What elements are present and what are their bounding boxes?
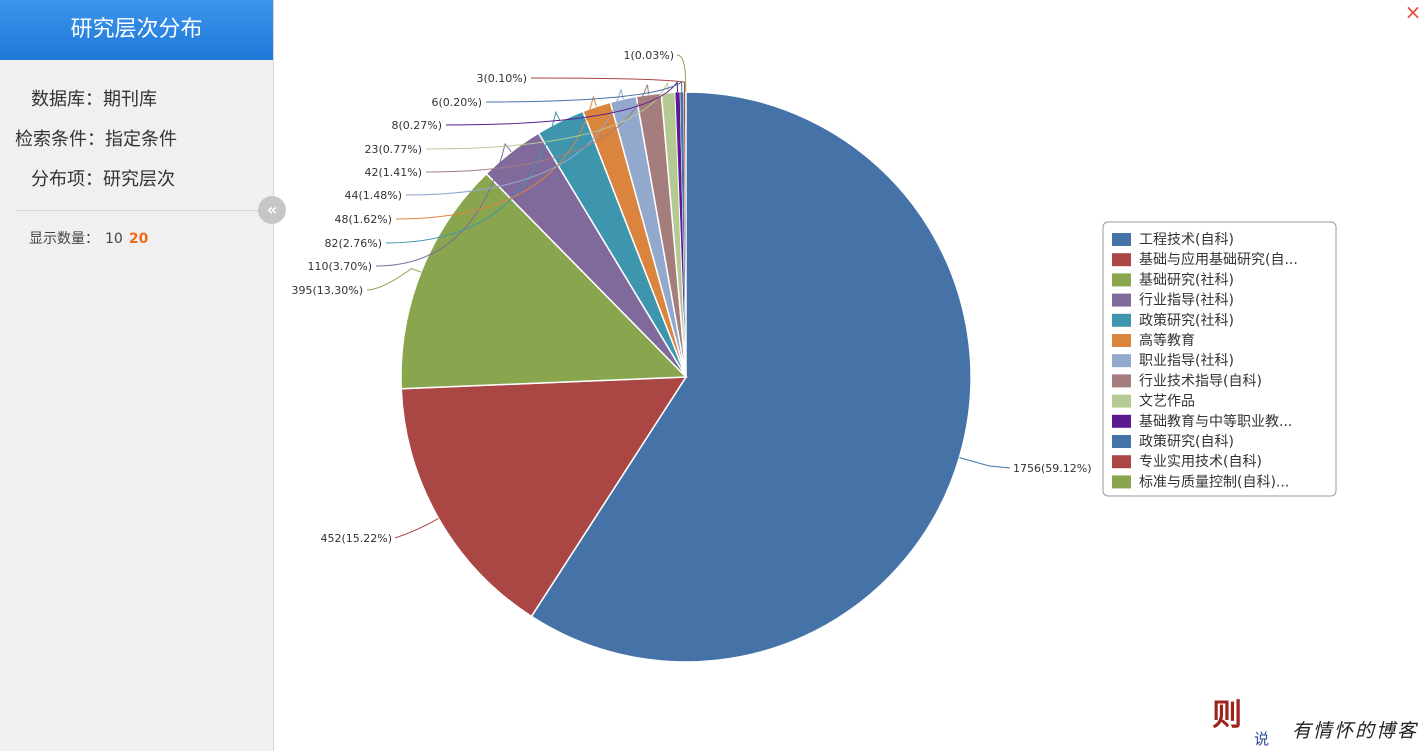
display-count-label: 显示数量：: [29, 231, 99, 247]
watermark-logo: 则: [1212, 698, 1242, 733]
label-leader-11: [485, 81, 683, 103]
pie-slices: [400, 91, 972, 663]
legend-swatch-1[interactable]: [1112, 233, 1131, 246]
label-leader-7: [405, 89, 624, 196]
label-leader-13: [676, 54, 687, 93]
legend-item-2[interactable]: 基础与应用基础研究(自...: [1139, 251, 1298, 268]
legend-item-6[interactable]: 高等教育: [1139, 332, 1195, 349]
data-label-13: 1(0.03%): [623, 49, 674, 62]
legend-swatch-4[interactable]: [1112, 293, 1131, 307]
pie-slice-3[interactable]: [400, 172, 688, 390]
legend-item-1[interactable]: 工程技术(自科): [1139, 232, 1234, 248]
pie-label-leaders: [366, 54, 1011, 539]
collapse-sidebar-button[interactable]: «: [258, 196, 286, 224]
legend-swatch-12[interactable]: [1112, 455, 1131, 469]
legend-swatch-2[interactable]: [1112, 253, 1131, 267]
label-leader-6: [395, 95, 597, 220]
legend-item-8[interactable]: 行业技术指导(自科): [1139, 373, 1262, 389]
data-label-6: 48(1.62%): [334, 213, 392, 226]
legend-swatch-6[interactable]: [1112, 334, 1131, 347]
close-icon[interactable]: ×: [1404, 0, 1422, 24]
watermark-logo-small: 说: [1254, 730, 1270, 748]
legend-box: [1102, 221, 1337, 497]
label-leader-2: [394, 518, 439, 539]
legend-item-5[interactable]: 政策研究(社科): [1139, 312, 1234, 329]
legend-item-10[interactable]: 基础教育与中等职业教...: [1139, 413, 1292, 430]
database-value: 期刊库: [103, 89, 157, 110]
data-label-10: 8(0.27%): [391, 119, 442, 132]
legend-item-12[interactable]: 专业实用技术(自科): [1139, 454, 1262, 470]
database-row: 数据库：期刊库: [31, 85, 157, 111]
condition-row: 检索条件：指定条件: [15, 125, 177, 151]
data-label-9: 23(0.77%): [364, 143, 422, 156]
legend-item-11[interactable]: 政策研究(自科): [1139, 433, 1234, 450]
legend-swatch-13[interactable]: [1112, 475, 1131, 489]
legend-item-7[interactable]: 职业指导(社科): [1139, 353, 1234, 369]
sidebar: 研究层次分布 数据库：期刊库 检索条件：指定条件 分布项：研究层次 显示数量： 1…: [0, 0, 274, 751]
label-leader-10: [445, 80, 679, 126]
count-option-20[interactable]: 20: [128, 231, 149, 247]
watermark-tagline: 有情怀的博客: [1292, 720, 1419, 742]
field-value: 研究层次: [103, 169, 175, 190]
legend-swatch-3[interactable]: [1112, 273, 1131, 287]
divider: [16, 210, 266, 211]
label-leader-5: [385, 110, 561, 244]
field-row: 分布项：研究层次: [31, 165, 175, 191]
legend-item-13[interactable]: 标准与质量控制(自科)...: [1139, 474, 1289, 490]
legend-swatch-7[interactable]: [1112, 354, 1131, 368]
data-label-5: 82(2.76%): [324, 237, 382, 250]
panel-title: 研究层次分布: [0, 0, 273, 60]
legend-swatch-10[interactable]: [1112, 414, 1131, 428]
label-leader-3: [366, 267, 422, 291]
count-option-10[interactable]: 10: [105, 231, 123, 247]
label-leader-4: [375, 142, 512, 267]
label-leader-9: [425, 82, 669, 150]
data-label-3: 395(13.30%): [291, 284, 363, 297]
data-label-12: 3(0.10%): [476, 72, 527, 85]
legend-item-4[interactable]: 行业指导(社科): [1139, 293, 1234, 309]
pie-chart: 1756(59.12%) 452(15.22%) 395(13.30%) 110(3.…: [291, 49, 1337, 663]
data-label-2: 452(15.22%): [320, 532, 392, 545]
pie-data-labels: 1756(59.12%) 452(15.22%) 395(13.30%) 110(3.…: [291, 49, 1091, 545]
data-label-1: 1756(59.12%): [1013, 462, 1092, 475]
condition-label: 检索条件：: [15, 129, 105, 150]
data-label-11: 6(0.20%): [431, 96, 482, 109]
legend-item-9[interactable]: 文艺作品: [1139, 394, 1195, 410]
chart-legend: 工程技术(自科) 基础与应用基础研究(自... 基础研究(社科) 行业指导(社科) 政策…: [1102, 221, 1337, 497]
display-count-row: 显示数量： 10 20: [29, 228, 148, 248]
pie-slice-1[interactable]: [530, 91, 972, 663]
condition-value: 指定条件: [105, 129, 177, 150]
database-label: 数据库：: [31, 89, 103, 110]
data-label-7: 44(1.48%): [344, 189, 402, 202]
legend-swatch-8[interactable]: [1112, 374, 1131, 388]
legend-item-3[interactable]: 基础研究(社科): [1139, 271, 1234, 288]
label-leader-1: [959, 457, 1011, 469]
field-label: 分布项：: [31, 169, 103, 190]
blog-watermark: 则 说 有情怀的博客: [1212, 690, 1424, 750]
label-leader-12: [530, 77, 685, 93]
legend-swatch-5[interactable]: [1112, 313, 1131, 327]
data-label-4: 110(3.70%): [307, 260, 372, 273]
legend-swatch-11[interactable]: [1112, 435, 1131, 448]
data-label-8: 42(1.41%): [364, 166, 422, 179]
legend-swatch-9[interactable]: [1112, 394, 1131, 408]
label-leader-8: [425, 84, 650, 173]
